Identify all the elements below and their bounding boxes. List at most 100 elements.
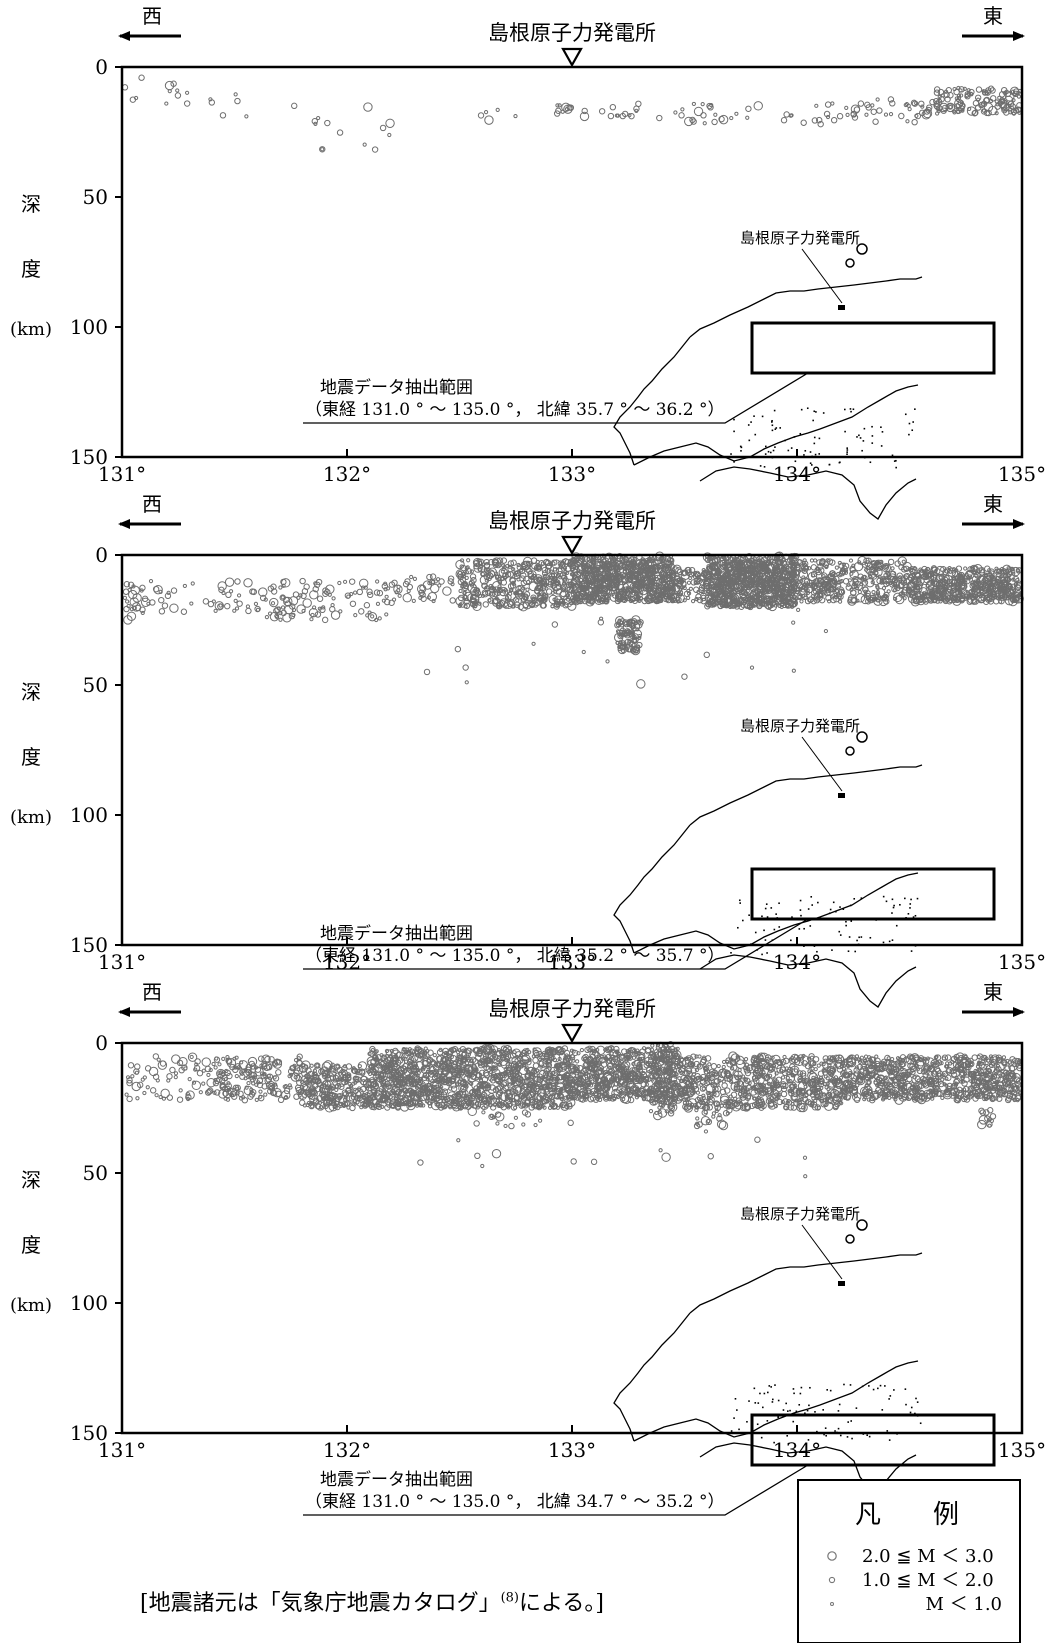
earthquake-point	[834, 565, 839, 570]
earthquake-point	[620, 595, 627, 603]
earthquake-point	[219, 112, 227, 119]
earthquake-point	[637, 598, 642, 604]
island-dot	[863, 427, 866, 430]
island-dot	[807, 1439, 810, 1441]
earthquake-point	[346, 594, 351, 599]
earthquake-point	[258, 587, 268, 597]
earthquake-point	[570, 578, 577, 585]
y-tick-label: 100	[70, 803, 108, 827]
island-dot	[847, 1421, 849, 1423]
island-dot	[893, 460, 896, 462]
earthquake-point	[418, 589, 425, 596]
x-tick-label: 131°	[98, 1438, 146, 1462]
island-dot	[753, 1387, 756, 1390]
earthquake-point	[336, 1080, 341, 1085]
earthquake-point	[693, 106, 704, 117]
earthquake-point	[566, 562, 572, 567]
island-dot	[916, 897, 919, 900]
island-dot	[771, 424, 774, 427]
earthquake-point	[604, 570, 610, 575]
island-dot	[777, 1399, 780, 1402]
earthquake-point	[605, 659, 610, 664]
earthquake-point	[302, 598, 312, 608]
island-dot	[919, 1422, 922, 1425]
island-dot	[747, 424, 750, 426]
island-dot	[738, 1428, 740, 1431]
island-dot	[839, 906, 841, 908]
earthquake-point	[418, 595, 423, 600]
island-dot	[885, 900, 888, 903]
earthquake-point	[588, 572, 593, 577]
earthquake-point	[994, 111, 999, 116]
island-dot	[846, 447, 849, 449]
earthquake-point	[376, 589, 384, 597]
earthquake-point	[816, 116, 823, 124]
earthquake-point	[515, 584, 525, 595]
earthquake-point	[423, 668, 431, 676]
earthquake-point	[166, 1073, 173, 1080]
earthquake-point	[686, 595, 691, 600]
island-dot	[869, 936, 872, 939]
earthquake-point	[579, 582, 589, 593]
earthquake-point	[634, 559, 644, 570]
range-leader	[303, 372, 809, 424]
island-dot	[810, 464, 813, 466]
earthquake-point	[947, 582, 953, 587]
earthquake-point	[495, 107, 500, 113]
island-dot	[757, 1402, 760, 1404]
earthquake-point	[990, 95, 997, 102]
island-dot	[892, 906, 895, 909]
earthquake-point	[266, 1073, 271, 1078]
x-tick-label: 133°	[548, 950, 596, 974]
earthquake-point	[296, 604, 306, 614]
island-dot	[825, 1434, 827, 1437]
earthquake-point	[628, 112, 635, 120]
earthquake-point	[555, 107, 562, 114]
map-plant-marker	[838, 305, 845, 310]
earthquake-point	[517, 585, 522, 590]
earthquake-point	[646, 590, 651, 595]
earthquake-point	[565, 570, 570, 575]
earthquake-point	[629, 582, 637, 590]
earthquake-point	[269, 597, 279, 608]
island-dot	[844, 430, 846, 433]
island-dot	[904, 1388, 907, 1390]
earthquake-point	[791, 620, 796, 625]
earthquake-point	[969, 92, 974, 97]
earthquake-point	[548, 569, 553, 574]
earthquake-point	[310, 612, 315, 618]
earthquake-point	[509, 587, 514, 592]
island-dot	[746, 1420, 748, 1423]
map-plant-marker	[838, 1281, 845, 1286]
y-tick-label: 150	[70, 933, 108, 957]
earthquake-point	[293, 1058, 299, 1063]
earthquake-point	[591, 566, 599, 573]
coastline	[613, 336, 691, 466]
earthquake-point	[824, 564, 829, 569]
earthquake-point	[187, 1076, 192, 1082]
earthquake-point	[531, 597, 538, 605]
earthquake-point	[837, 599, 843, 604]
earthquake-point	[1011, 111, 1017, 116]
earthquake-point	[874, 571, 879, 576]
x-tick-label: 135°	[998, 950, 1046, 974]
island-dot	[818, 437, 821, 440]
plant-label: 島根原子力発電所	[488, 21, 656, 45]
earthquake-point	[309, 617, 314, 622]
island-dot	[888, 940, 891, 943]
island-dot	[774, 446, 776, 448]
earthquake-point	[905, 119, 910, 124]
island-dot	[911, 429, 914, 432]
y-axis-label: (km)	[10, 319, 52, 340]
island-dot	[813, 436, 816, 439]
earthquake-point	[522, 601, 530, 609]
island-dot	[850, 410, 852, 413]
earthquake-point	[837, 560, 842, 566]
depth-section-panel-3: 西東島根原子力発電所050100150131° 132° 133° 134° 135°深…	[10, 980, 1046, 1516]
earthquake-point	[217, 1062, 222, 1067]
earthquake-point	[548, 573, 556, 580]
island-dot	[909, 907, 911, 909]
earthquake-point	[474, 590, 482, 597]
earthquake-point	[217, 581, 227, 591]
earthquake-point	[656, 575, 662, 580]
